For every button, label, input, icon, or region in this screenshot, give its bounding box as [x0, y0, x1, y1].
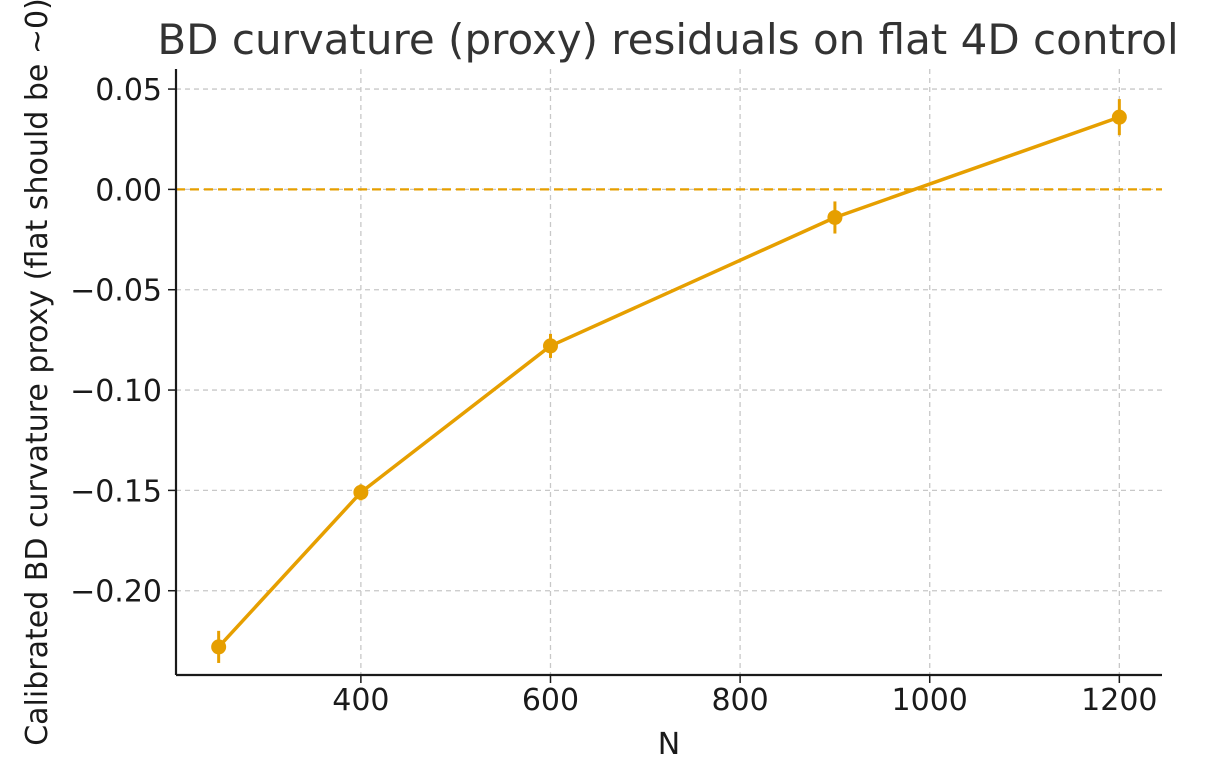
data-point: [1111, 109, 1127, 125]
x-ticks: 400 600 800 1000 1200: [332, 675, 1158, 718]
data-point: [353, 484, 369, 500]
x-tick-label: 600: [522, 683, 579, 718]
axes: [174, 69, 1162, 677]
x-axis-label: N: [658, 727, 680, 762]
y-tick-label: −0.20: [70, 575, 162, 610]
y-axis-label: Calibrated BD curvature proxy (flat shou…: [20, 0, 55, 746]
y-tick-label: −0.10: [70, 374, 162, 409]
chart-title: BD curvature (proxy) residuals on flat 4…: [157, 15, 1178, 64]
data-point: [827, 209, 843, 225]
grid: [176, 69, 1162, 675]
x-tick-label: 800: [711, 683, 768, 718]
x-tick-label: 1200: [1081, 683, 1157, 718]
x-tick-label: 1000: [892, 683, 968, 718]
y-tick-label: −0.05: [70, 274, 162, 309]
data-point: [211, 639, 227, 655]
series-line: [217, 115, 1120, 649]
y-tick-label: −0.15: [70, 474, 162, 509]
series-layer: [211, 99, 1127, 663]
x-tick-label: 400: [332, 683, 389, 718]
data-point: [542, 338, 558, 354]
y-tick-label: 0.00: [95, 173, 162, 208]
y-ticks: 0.05 0.00 −0.05 −0.10 −0.15 −0.20: [70, 73, 176, 610]
y-tick-label: 0.05: [95, 73, 162, 108]
